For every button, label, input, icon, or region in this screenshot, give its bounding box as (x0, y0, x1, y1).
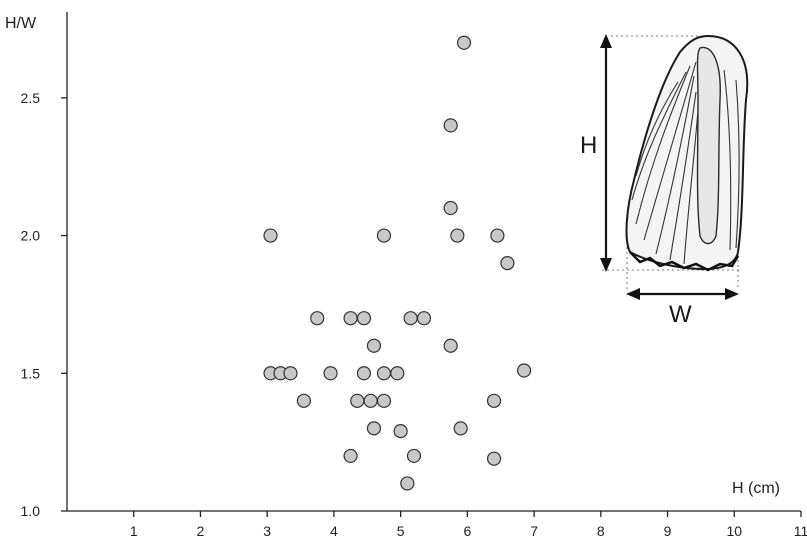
data-point (443, 118, 458, 133)
x-tick-label: 9 (664, 523, 672, 539)
data-point (393, 424, 408, 439)
data-point (406, 448, 422, 464)
data-point (390, 366, 405, 381)
data-point (356, 311, 372, 326)
x-tick-label: 11 (794, 523, 807, 539)
x-tick-label: 7 (530, 523, 538, 539)
data-point (376, 228, 392, 243)
data-point (366, 338, 382, 353)
y-axis-title: H/W (5, 15, 37, 32)
data-point (486, 451, 502, 466)
data-point (450, 228, 465, 243)
y-tick-label: 1.0 (21, 503, 41, 519)
width-arrow (626, 288, 739, 300)
data-point (516, 363, 532, 378)
x-tick-label: 10 (726, 523, 742, 539)
shell-bounding-box (602, 35, 740, 290)
height-arrow (600, 34, 612, 272)
data-point (343, 311, 358, 326)
x-tick-label: 4 (330, 523, 338, 539)
data-points (263, 35, 532, 491)
data-point (486, 393, 502, 408)
data-point (283, 366, 298, 381)
data-point (350, 393, 365, 408)
data-point (356, 366, 372, 381)
x-tick-label: 3 (263, 523, 271, 539)
x-axis-title: H (cm) (732, 480, 780, 497)
width-label: W (669, 301, 692, 328)
shell-drawing (625, 34, 749, 272)
data-point (416, 311, 432, 326)
x-tick-label: 1 (130, 523, 138, 539)
y-tick-label: 2.5 (21, 90, 41, 106)
data-point (403, 311, 418, 326)
data-point (366, 421, 382, 436)
height-label: H (580, 132, 597, 159)
shell-inset: H W (580, 34, 749, 328)
data-point (453, 421, 468, 436)
y-tick-label: 2.0 (21, 228, 41, 244)
data-point (263, 228, 278, 243)
data-point (400, 476, 415, 491)
data-point (443, 338, 458, 353)
data-point (376, 393, 392, 408)
data-point (456, 35, 472, 50)
axes (66, 12, 801, 512)
data-point (500, 256, 515, 271)
data-point (323, 366, 338, 381)
data-point (296, 393, 311, 408)
data-point (490, 228, 505, 243)
data-point (443, 200, 458, 216)
x-axis-ticks: 1 2 3 4 5 6 7 8 9 10 11 (130, 511, 807, 539)
data-point (363, 393, 378, 408)
x-tick-label: 5 (397, 523, 405, 539)
data-point (343, 448, 358, 464)
data-point (376, 366, 392, 381)
x-tick-label: 8 (597, 523, 605, 539)
x-tick-label: 2 (197, 523, 205, 539)
x-tick-label: 6 (463, 523, 471, 539)
y-axis-ticks: 1.0 1.5 2.0 2.5 (21, 90, 67, 519)
y-tick-label: 1.5 (21, 365, 41, 381)
data-point (310, 311, 325, 326)
